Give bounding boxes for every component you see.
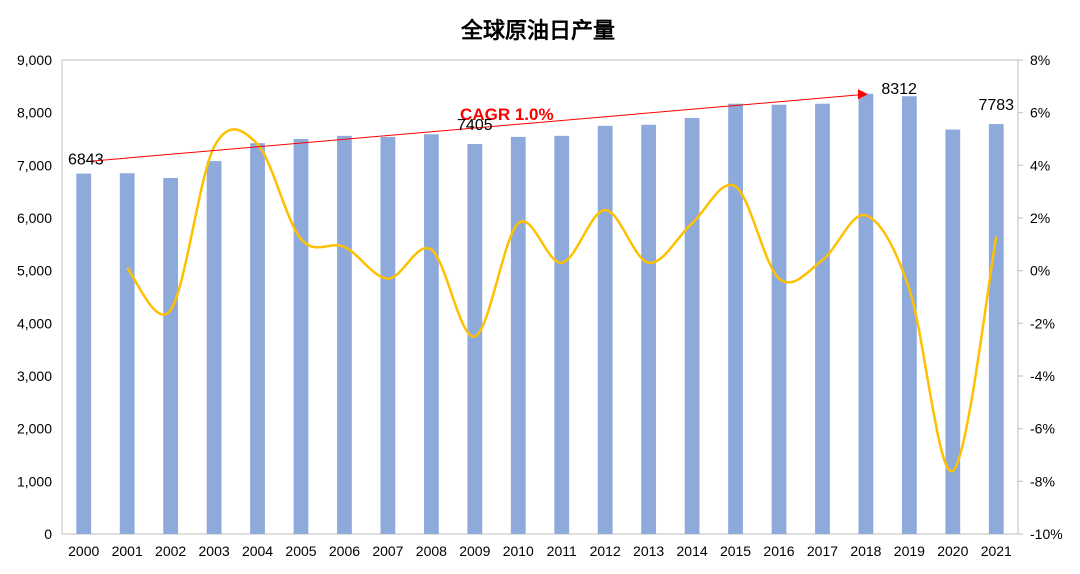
bar-2009 (467, 144, 483, 534)
x-axis-tick-label: 2021 (981, 543, 1012, 559)
data-labels: 6843 7405 8312 7783 (68, 81, 1014, 168)
cagr-annotation: CAGR 1.0% (85, 89, 868, 163)
x-axis-tick-label: 2019 (894, 543, 925, 559)
cagr-arrow-head (857, 89, 868, 100)
chart-title: 全球原油日产量 (460, 18, 615, 44)
x-axis-tick-label: 2012 (590, 543, 621, 559)
bar-2014 (684, 117, 700, 534)
x-axis-tick-label: 2009 (459, 543, 490, 559)
right-axis-tick-label: -10% (1030, 526, 1063, 542)
left-axis-tick-label: 9,000 (17, 52, 52, 68)
bar-2007 (380, 136, 396, 535)
bar-2003 (206, 161, 222, 534)
x-axis-tick-label: 2003 (199, 543, 230, 559)
right-axis-tick-label: -6% (1030, 421, 1055, 437)
left-axis-tick-label: 7,000 (17, 157, 52, 173)
x-axis-tick-label: 2010 (503, 543, 534, 559)
right-axis-tick-label: -2% (1030, 315, 1055, 331)
left-axis-tick-label: 5,000 (17, 263, 52, 279)
bar-2002 (163, 177, 179, 534)
bar-2018 (858, 93, 874, 534)
bar-2001 (119, 173, 135, 534)
bar-series (76, 93, 1004, 535)
left-axis-tick-label: 0 (44, 526, 52, 542)
x-axis-tick-label: 2017 (807, 543, 838, 559)
x-axis-tick-label: 2013 (633, 543, 664, 559)
bar-2021 (988, 124, 1004, 534)
right-axis-tick-label: 6% (1030, 105, 1050, 121)
left-axis-tick-label: 6,000 (17, 210, 52, 226)
bar-2010 (510, 136, 526, 535)
bar-2015 (728, 103, 743, 535)
x-axis-tick-label: 2006 (329, 543, 360, 559)
cagr-arrow-line (85, 94, 860, 163)
growth-line-series (126, 128, 998, 473)
x-axis-tick-label: 2001 (112, 543, 143, 559)
x-axis-tick-label: 2000 (68, 543, 99, 559)
left-axis-tick-label: 1,000 (17, 473, 52, 489)
right-axis-ticks: -10% -8% -6% -4% -2% 0% 2% 4% 6% 8% (1018, 52, 1063, 542)
bar-2016 (771, 104, 787, 535)
data-label-2019: 8312 (881, 81, 917, 98)
data-label-2000: 6843 (68, 152, 104, 169)
x-axis-tick-label: 2014 (677, 543, 708, 559)
x-axis-tick-label: 2011 (547, 543, 577, 559)
right-axis-tick-label: 2% (1030, 210, 1050, 226)
x-axis-tick-label: 2008 (416, 543, 447, 559)
right-axis-tick-label: 8% (1030, 52, 1050, 68)
left-axis-tick-label: 4,000 (17, 315, 52, 331)
bar-2012 (597, 125, 613, 534)
x-axis-tick-label: 2007 (372, 543, 403, 559)
growth-rate-line (126, 128, 998, 473)
left-axis-tick-label: 2,000 (17, 421, 52, 437)
cagr-label: CAGR 1.0% (460, 105, 554, 124)
x-axis-tick-label: 2002 (155, 543, 186, 559)
data-label-2009: 7405 (457, 117, 493, 134)
right-axis-tick-label: 0% (1030, 263, 1050, 279)
x-axis-tick-label: 2015 (720, 543, 751, 559)
x-axis-tick-label: 2020 (937, 543, 968, 559)
x-axis-tick-label: 2018 (850, 543, 881, 559)
bar-2011 (554, 135, 570, 534)
left-axis-tick-label: 3,000 (17, 368, 52, 384)
right-axis-tick-label: 4% (1030, 157, 1050, 173)
x-axis-ticks: 2000 2001 2002 2003 2004 2005 2006 2007 2008 2009… (68, 543, 1012, 559)
plot-area-border (61, 59, 1019, 535)
bar-2019 (901, 96, 917, 534)
left-axis-ticks: 0 1,000 2,000 3,000 4,000 5,000 6,000 7,000 8,00… (17, 52, 52, 542)
right-axis-tick-label: -4% (1030, 368, 1055, 384)
bar-2000 (76, 173, 92, 535)
bar-2005 (293, 139, 309, 534)
left-axis-tick-label: 8,000 (17, 105, 52, 121)
bar-2006 (337, 135, 352, 534)
x-axis-tick-label: 2016 (763, 543, 794, 559)
bar-2017 (815, 103, 830, 535)
bar-2020 (945, 129, 961, 534)
bar-2008 (423, 134, 439, 534)
x-axis-tick-label: 2004 (242, 543, 273, 559)
right-axis-tick-label: -8% (1030, 473, 1055, 489)
data-label-2021: 7783 (978, 97, 1014, 114)
x-axis-tick-label: 2005 (285, 543, 316, 559)
bar-2013 (641, 124, 657, 534)
bar-2004 (250, 143, 265, 535)
